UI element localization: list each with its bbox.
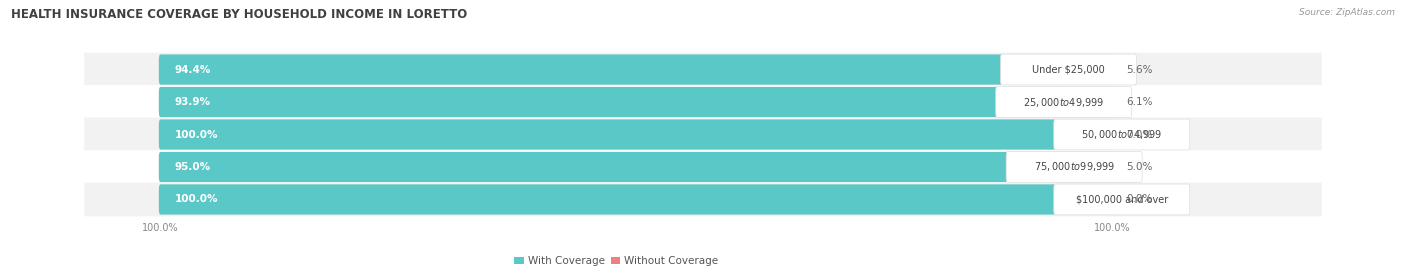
- FancyBboxPatch shape: [1053, 119, 1189, 150]
- FancyBboxPatch shape: [84, 118, 1322, 151]
- Text: $25,000 to $49,999: $25,000 to $49,999: [1024, 95, 1104, 108]
- FancyBboxPatch shape: [1053, 87, 1114, 117]
- FancyBboxPatch shape: [159, 87, 1114, 117]
- Text: 100.0%: 100.0%: [174, 194, 218, 204]
- FancyBboxPatch shape: [84, 85, 1322, 119]
- Text: Source: ZipAtlas.com: Source: ZipAtlas.com: [1299, 8, 1395, 17]
- Legend: With Coverage, Without Coverage: With Coverage, Without Coverage: [510, 252, 723, 269]
- Text: 5.6%: 5.6%: [1126, 65, 1153, 75]
- Text: $75,000 to $99,999: $75,000 to $99,999: [1033, 161, 1115, 174]
- FancyBboxPatch shape: [1007, 151, 1142, 182]
- FancyBboxPatch shape: [159, 54, 1060, 85]
- FancyBboxPatch shape: [159, 152, 1114, 182]
- Text: 0.0%: 0.0%: [1126, 194, 1153, 204]
- FancyBboxPatch shape: [84, 183, 1322, 216]
- Text: 0.0%: 0.0%: [1126, 129, 1153, 140]
- Text: HEALTH INSURANCE COVERAGE BY HOUSEHOLD INCOME IN LORETTO: HEALTH INSURANCE COVERAGE BY HOUSEHOLD I…: [11, 8, 468, 21]
- Text: 100.0%: 100.0%: [174, 129, 218, 140]
- FancyBboxPatch shape: [159, 54, 1114, 85]
- FancyBboxPatch shape: [1001, 54, 1136, 85]
- FancyBboxPatch shape: [1092, 121, 1114, 148]
- Text: 5.0%: 5.0%: [1126, 162, 1153, 172]
- Text: $50,000 to $74,999: $50,000 to $74,999: [1081, 128, 1163, 141]
- FancyBboxPatch shape: [159, 184, 1114, 215]
- Text: $100,000 and over: $100,000 and over: [1076, 194, 1168, 204]
- FancyBboxPatch shape: [84, 150, 1322, 184]
- FancyBboxPatch shape: [159, 184, 1114, 215]
- Text: 93.9%: 93.9%: [174, 97, 211, 107]
- FancyBboxPatch shape: [84, 53, 1322, 86]
- FancyBboxPatch shape: [159, 87, 1056, 117]
- FancyBboxPatch shape: [159, 119, 1114, 150]
- FancyBboxPatch shape: [1063, 152, 1114, 182]
- FancyBboxPatch shape: [1053, 184, 1189, 215]
- FancyBboxPatch shape: [159, 152, 1066, 182]
- Text: 94.4%: 94.4%: [174, 65, 211, 75]
- FancyBboxPatch shape: [995, 87, 1132, 118]
- FancyBboxPatch shape: [1092, 186, 1114, 213]
- Text: 6.1%: 6.1%: [1126, 97, 1153, 107]
- FancyBboxPatch shape: [1057, 54, 1114, 85]
- FancyBboxPatch shape: [159, 119, 1114, 150]
- Text: Under $25,000: Under $25,000: [1032, 65, 1105, 75]
- Text: 95.0%: 95.0%: [174, 162, 211, 172]
